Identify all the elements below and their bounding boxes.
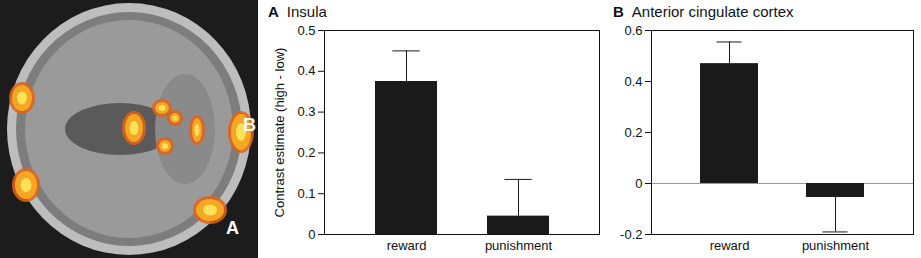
svg-text:0.6: 0.6 xyxy=(624,24,642,38)
html-text:Anterior cingulate cortex: Anterior cingulate cortex xyxy=(631,3,794,20)
svg-text:reward: reward xyxy=(710,238,750,253)
svg-text:0.2: 0.2 xyxy=(297,145,315,160)
svg-text:A: A xyxy=(226,218,239,238)
svg-text:0: 0 xyxy=(308,227,315,242)
svg-text:0.4: 0.4 xyxy=(624,74,642,89)
html-text:A: A xyxy=(268,3,279,20)
svg-text:0.1: 0.1 xyxy=(297,186,315,201)
svg-text:0.5: 0.5 xyxy=(297,24,315,38)
svg-text:punishment: punishment xyxy=(485,238,553,253)
svg-text:0.2: 0.2 xyxy=(624,125,642,140)
svg-text:-0.2: -0.2 xyxy=(620,227,642,242)
html-text:Insula: Insula xyxy=(286,3,327,20)
svg-text:0.4: 0.4 xyxy=(297,63,315,78)
svg-text:0: 0 xyxy=(635,176,642,191)
svg-text:B: B xyxy=(243,115,256,135)
html-text:B: B xyxy=(613,3,624,20)
svg-text:Contrast estimate (high - low): Contrast estimate (high - low) xyxy=(272,48,287,218)
svg-text:0.3: 0.3 xyxy=(297,104,315,119)
svg-text:punishment: punishment xyxy=(802,238,870,253)
svg-text:reward: reward xyxy=(387,238,427,253)
